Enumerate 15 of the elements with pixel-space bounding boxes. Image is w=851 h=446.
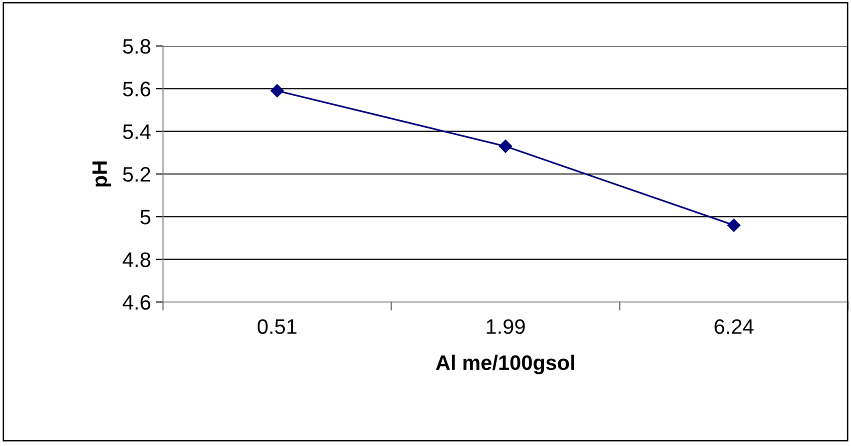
y-tick-label: 4.8 bbox=[122, 252, 150, 268]
point bbox=[270, 84, 284, 98]
x-tick-label: 6.24 bbox=[714, 319, 754, 334]
x-axis-title: Al me/100gsol bbox=[436, 354, 574, 374]
y-tick-label: 5.2 bbox=[123, 167, 150, 182]
y-axis-title: pH bbox=[92, 162, 112, 187]
x-tick-label: 0.51 bbox=[258, 319, 296, 334]
point bbox=[727, 218, 740, 232]
point bbox=[498, 140, 512, 153]
y-tick-label: 5.8 bbox=[123, 39, 150, 54]
y-tick-label: 5.4 bbox=[123, 124, 151, 140]
y-tick-label: 4.6 bbox=[122, 295, 150, 310]
x-tick-label: 1.99 bbox=[486, 319, 525, 334]
y-tick-label: 5 bbox=[140, 210, 150, 224]
y-tick-label: 5.6 bbox=[123, 82, 150, 96]
